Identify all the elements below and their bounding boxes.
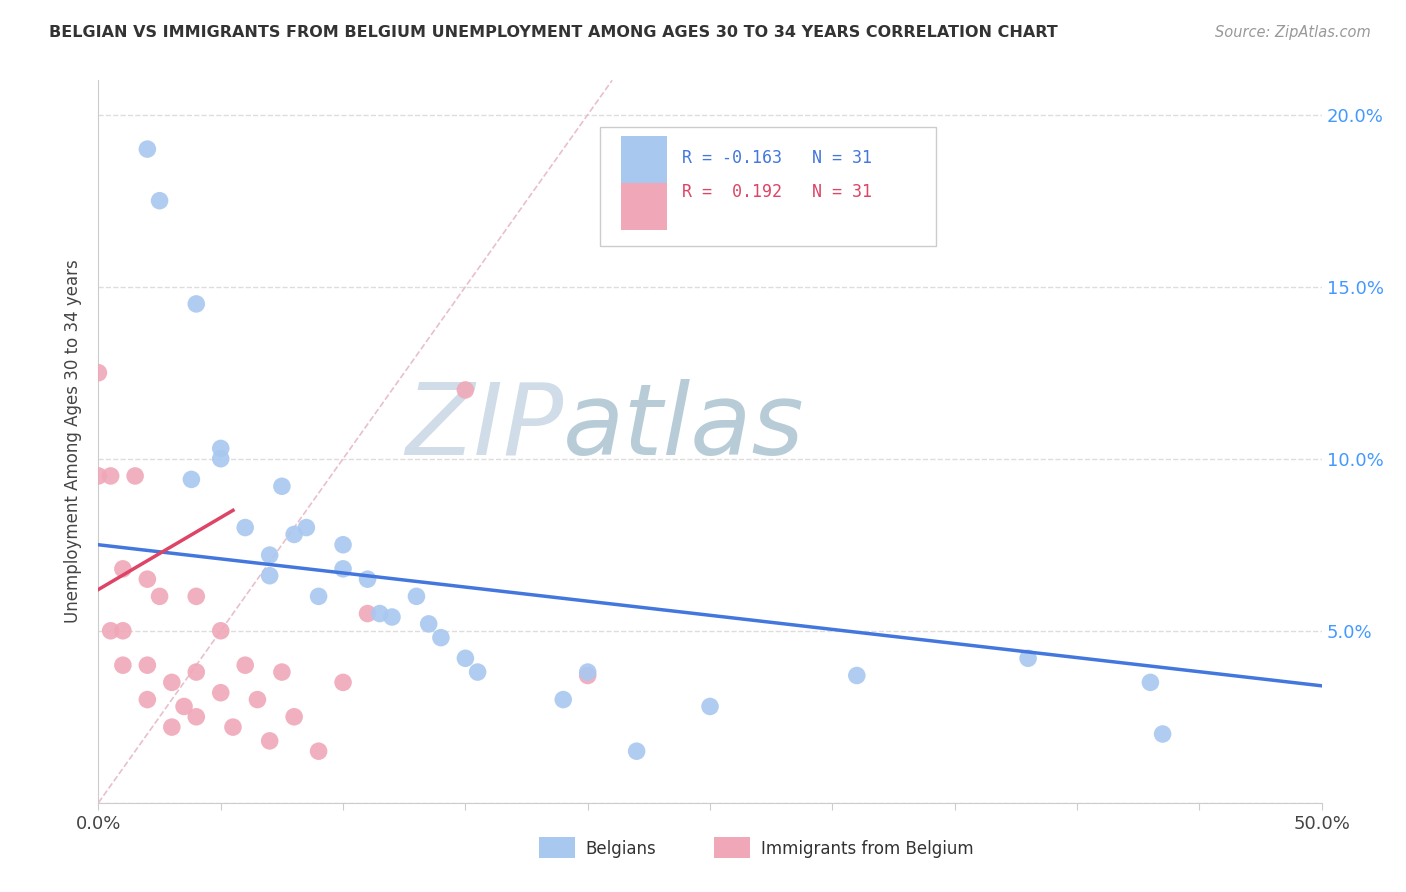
Point xyxy=(149,194,172,208)
Text: ZIP: ZIP xyxy=(405,378,564,475)
Point xyxy=(418,616,440,631)
Point xyxy=(100,624,122,638)
Point xyxy=(149,590,172,604)
Point xyxy=(454,383,477,397)
Point xyxy=(1152,727,1174,741)
Point xyxy=(186,710,208,724)
Point xyxy=(454,651,477,665)
Point xyxy=(356,572,378,586)
Bar xyxy=(714,837,751,858)
Point xyxy=(626,744,648,758)
Point xyxy=(100,469,122,483)
Text: Immigrants from Belgium: Immigrants from Belgium xyxy=(762,840,974,858)
Point xyxy=(209,442,232,456)
Text: atlas: atlas xyxy=(564,378,804,475)
Point xyxy=(209,686,232,700)
Point xyxy=(1017,651,1039,665)
Bar xyxy=(538,837,575,858)
Text: Source: ZipAtlas.com: Source: ZipAtlas.com xyxy=(1215,25,1371,40)
Point xyxy=(1139,675,1161,690)
Point xyxy=(136,572,159,586)
Point xyxy=(845,668,868,682)
Point xyxy=(233,520,256,534)
Point xyxy=(576,668,599,682)
Point xyxy=(405,590,427,604)
Point xyxy=(186,297,208,311)
Point xyxy=(87,366,110,380)
Point xyxy=(222,720,245,734)
Point xyxy=(136,142,159,156)
Point xyxy=(246,692,269,706)
Point xyxy=(295,520,318,534)
Point xyxy=(136,658,159,673)
Point xyxy=(180,472,202,486)
Point xyxy=(87,469,110,483)
Point xyxy=(332,538,354,552)
Y-axis label: Unemployment Among Ages 30 to 34 years: Unemployment Among Ages 30 to 34 years xyxy=(65,260,83,624)
Point xyxy=(283,527,305,541)
Point xyxy=(111,658,134,673)
Point xyxy=(209,451,232,466)
Point xyxy=(308,744,330,758)
Point xyxy=(283,710,305,724)
Point xyxy=(308,590,330,604)
Point xyxy=(467,665,489,679)
Text: R =  0.192   N = 31: R = 0.192 N = 31 xyxy=(682,183,872,201)
Text: BELGIAN VS IMMIGRANTS FROM BELGIUM UNEMPLOYMENT AMONG AGES 30 TO 34 YEARS CORREL: BELGIAN VS IMMIGRANTS FROM BELGIUM UNEMP… xyxy=(49,25,1057,40)
Point xyxy=(124,469,146,483)
Text: R = -0.163   N = 31: R = -0.163 N = 31 xyxy=(682,149,872,167)
Point xyxy=(381,610,404,624)
Point xyxy=(332,562,354,576)
Point xyxy=(259,734,281,748)
Point xyxy=(356,607,378,621)
Point xyxy=(259,568,281,582)
Point xyxy=(186,665,208,679)
Point xyxy=(270,665,294,679)
Point xyxy=(136,692,159,706)
Bar xyxy=(620,183,668,230)
Point xyxy=(233,658,256,673)
Point xyxy=(173,699,195,714)
Point xyxy=(259,548,281,562)
Text: Belgians: Belgians xyxy=(585,840,657,858)
Point xyxy=(186,590,208,604)
Point xyxy=(111,624,134,638)
Point xyxy=(270,479,294,493)
FancyBboxPatch shape xyxy=(600,128,936,246)
Point xyxy=(332,675,354,690)
Point xyxy=(430,631,453,645)
Point xyxy=(576,665,599,679)
Bar xyxy=(620,136,668,183)
Point xyxy=(699,699,721,714)
Point xyxy=(368,607,391,621)
Point xyxy=(160,720,183,734)
Point xyxy=(160,675,183,690)
Point xyxy=(553,692,575,706)
Point xyxy=(111,562,134,576)
Point xyxy=(209,624,232,638)
